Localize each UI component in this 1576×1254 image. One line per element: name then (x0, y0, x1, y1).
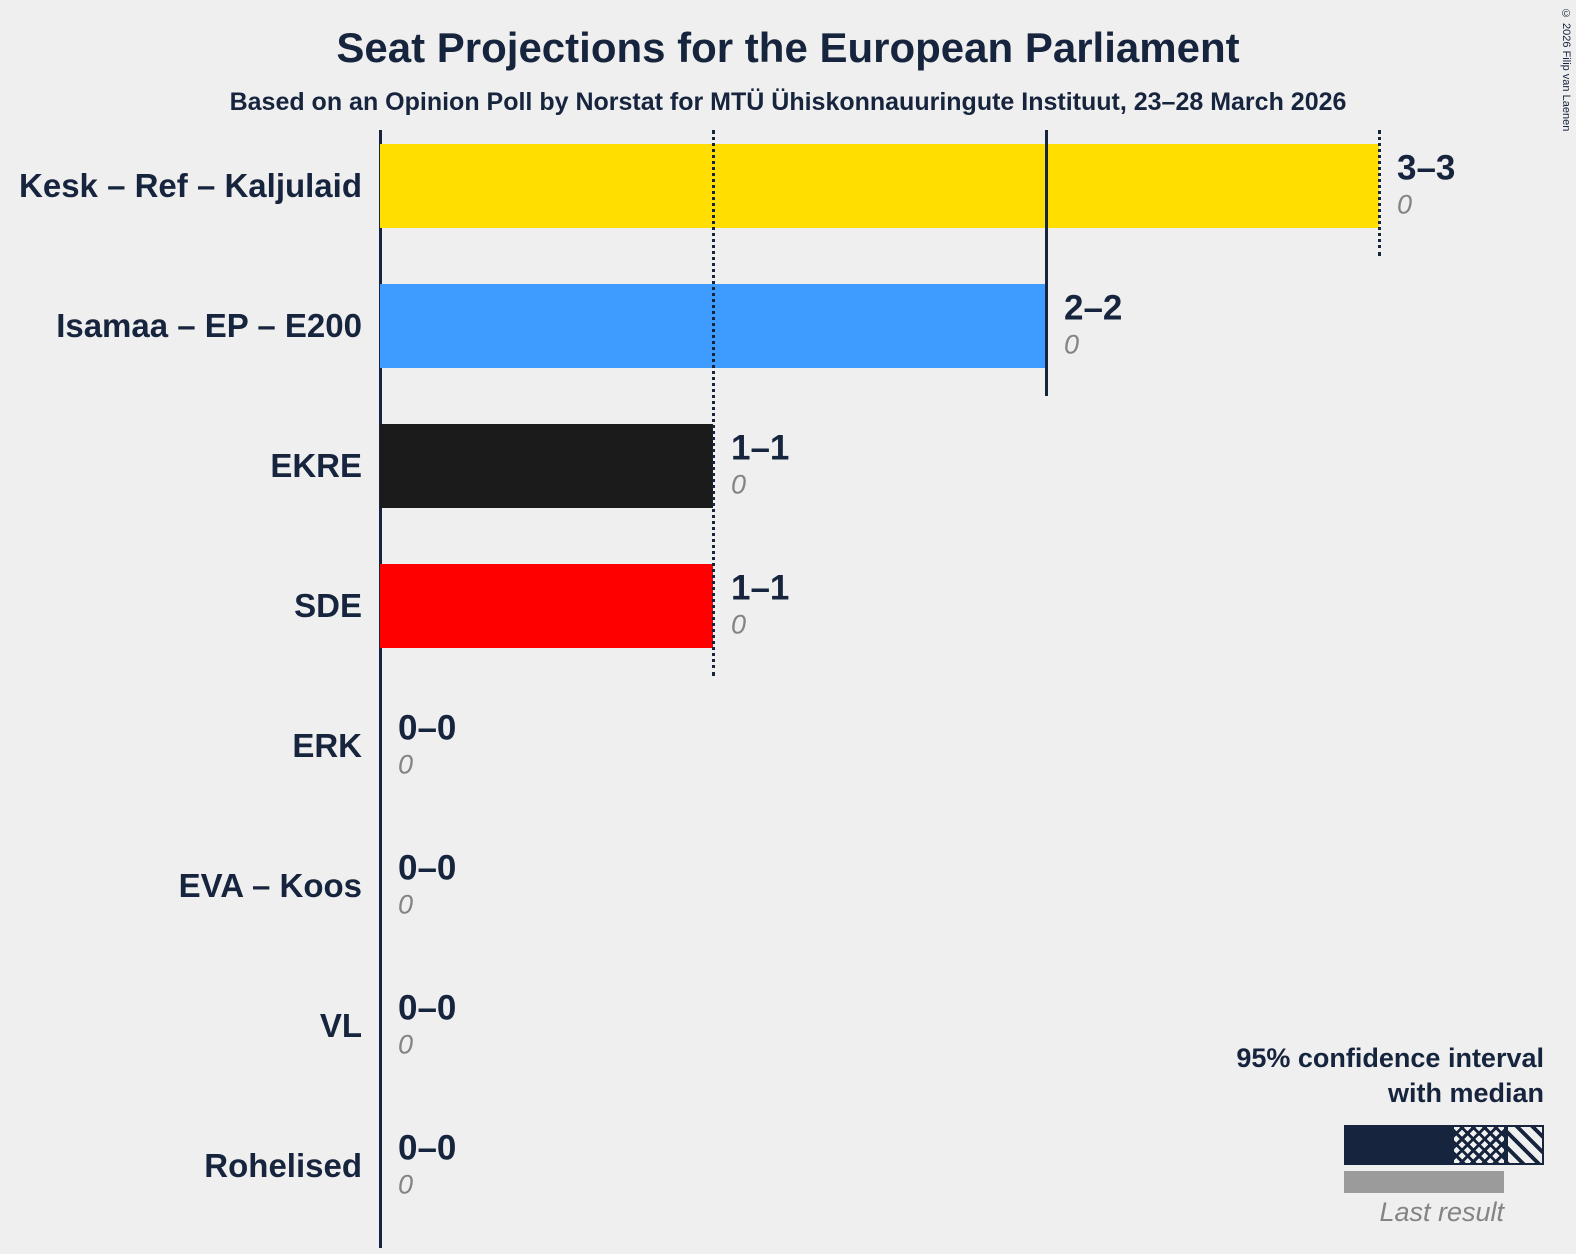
legend-line1: 95% confidence interval (1236, 1042, 1544, 1073)
last-result-value: 0 (398, 888, 414, 919)
last-result-value: 0 (398, 1028, 414, 1059)
seat-bar (380, 144, 1379, 228)
seat-range-label: 0–0 (398, 848, 457, 888)
seat-range-label: 1–1 (731, 428, 790, 468)
seat-range-label: 1–1 (731, 568, 790, 608)
gridline-3-seats (1378, 130, 1381, 256)
last-result-sample (1344, 1171, 1504, 1193)
value-block: 0–0 0 (398, 709, 456, 780)
page-title: Seat Projections for the European Parlia… (336, 24, 1240, 71)
party-label: VL (319, 1007, 362, 1044)
seat-bar (380, 564, 713, 648)
legend-line2: with median (1387, 1077, 1544, 1108)
gridline-1-seats (712, 130, 715, 676)
value-block: 0–0 0 (398, 849, 456, 920)
value-block: 0–0 0 (398, 1129, 456, 1200)
y-axis-line (379, 130, 382, 1248)
gridline-2-seats (1045, 130, 1048, 396)
seat-range-label: 3–3 (1397, 148, 1456, 188)
value-block: 2–2 0 (1064, 289, 1122, 360)
party-label: SDE (294, 587, 362, 624)
value-block: 3–3 0 (1397, 149, 1455, 220)
party-label: Isamaa – EP – E200 (56, 307, 362, 344)
chart-row-eva-koos: EVA – Koos 0–0 0 (0, 816, 1576, 956)
seat-range-label: 0–0 (398, 708, 457, 748)
legend-crosshatch-segment (1452, 1125, 1506, 1165)
legend-diagonal-segment (1506, 1125, 1544, 1165)
last-result-value: 0 (398, 1168, 414, 1199)
last-result-value: 0 (731, 608, 747, 639)
party-label: EKRE (270, 447, 362, 484)
party-label: Kesk – Ref – Kaljulaid (19, 167, 362, 204)
last-result-value: 0 (398, 748, 414, 779)
legend: 95% confidence interval with median Last… (1164, 1041, 1544, 1228)
chart-row-sde: SDE 1–1 0 (0, 536, 1576, 676)
seat-range-label: 2–2 (1064, 288, 1123, 328)
chart-row-kesk-ref-kaljulaid: Kesk – Ref – Kaljulaid 3–3 0 (0, 116, 1576, 256)
last-result-value: 0 (1064, 328, 1080, 359)
copyright-notice: © 2026 Filip van Laenen (1560, 8, 1572, 132)
value-block: 0–0 0 (398, 989, 456, 1060)
seat-range-label: 0–0 (398, 988, 457, 1028)
chart-row-vl: VL 0–0 0 (0, 956, 1576, 1096)
chart-row-rohelised: Rohelised 0–0 0 (0, 1096, 1576, 1236)
seat-bar (380, 424, 713, 508)
legend-solid-segment (1344, 1125, 1452, 1165)
confidence-interval-sample (1344, 1125, 1544, 1165)
party-label: EVA – Koos (178, 867, 362, 904)
seat-range-label: 0–0 (398, 1128, 457, 1168)
party-label: ERK (292, 727, 362, 764)
chart-row-isamaa-ep-e200: Isamaa – EP – E200 2–2 0 (0, 256, 1576, 396)
chart-row-erk: ERK 0–0 0 (0, 676, 1576, 816)
page-subtitle: Based on an Opinion Poll by Norstat for … (229, 88, 1347, 116)
chart-row-ekre: EKRE 1–1 0 (0, 396, 1576, 536)
last-result-value: 0 (731, 468, 747, 499)
legend-last-result-label: Last result (1379, 1197, 1504, 1227)
value-block: 1–1 0 (731, 429, 789, 500)
last-result-value: 0 (1397, 188, 1413, 219)
party-label: Rohelised (204, 1147, 362, 1184)
value-block: 1–1 0 (731, 569, 789, 640)
